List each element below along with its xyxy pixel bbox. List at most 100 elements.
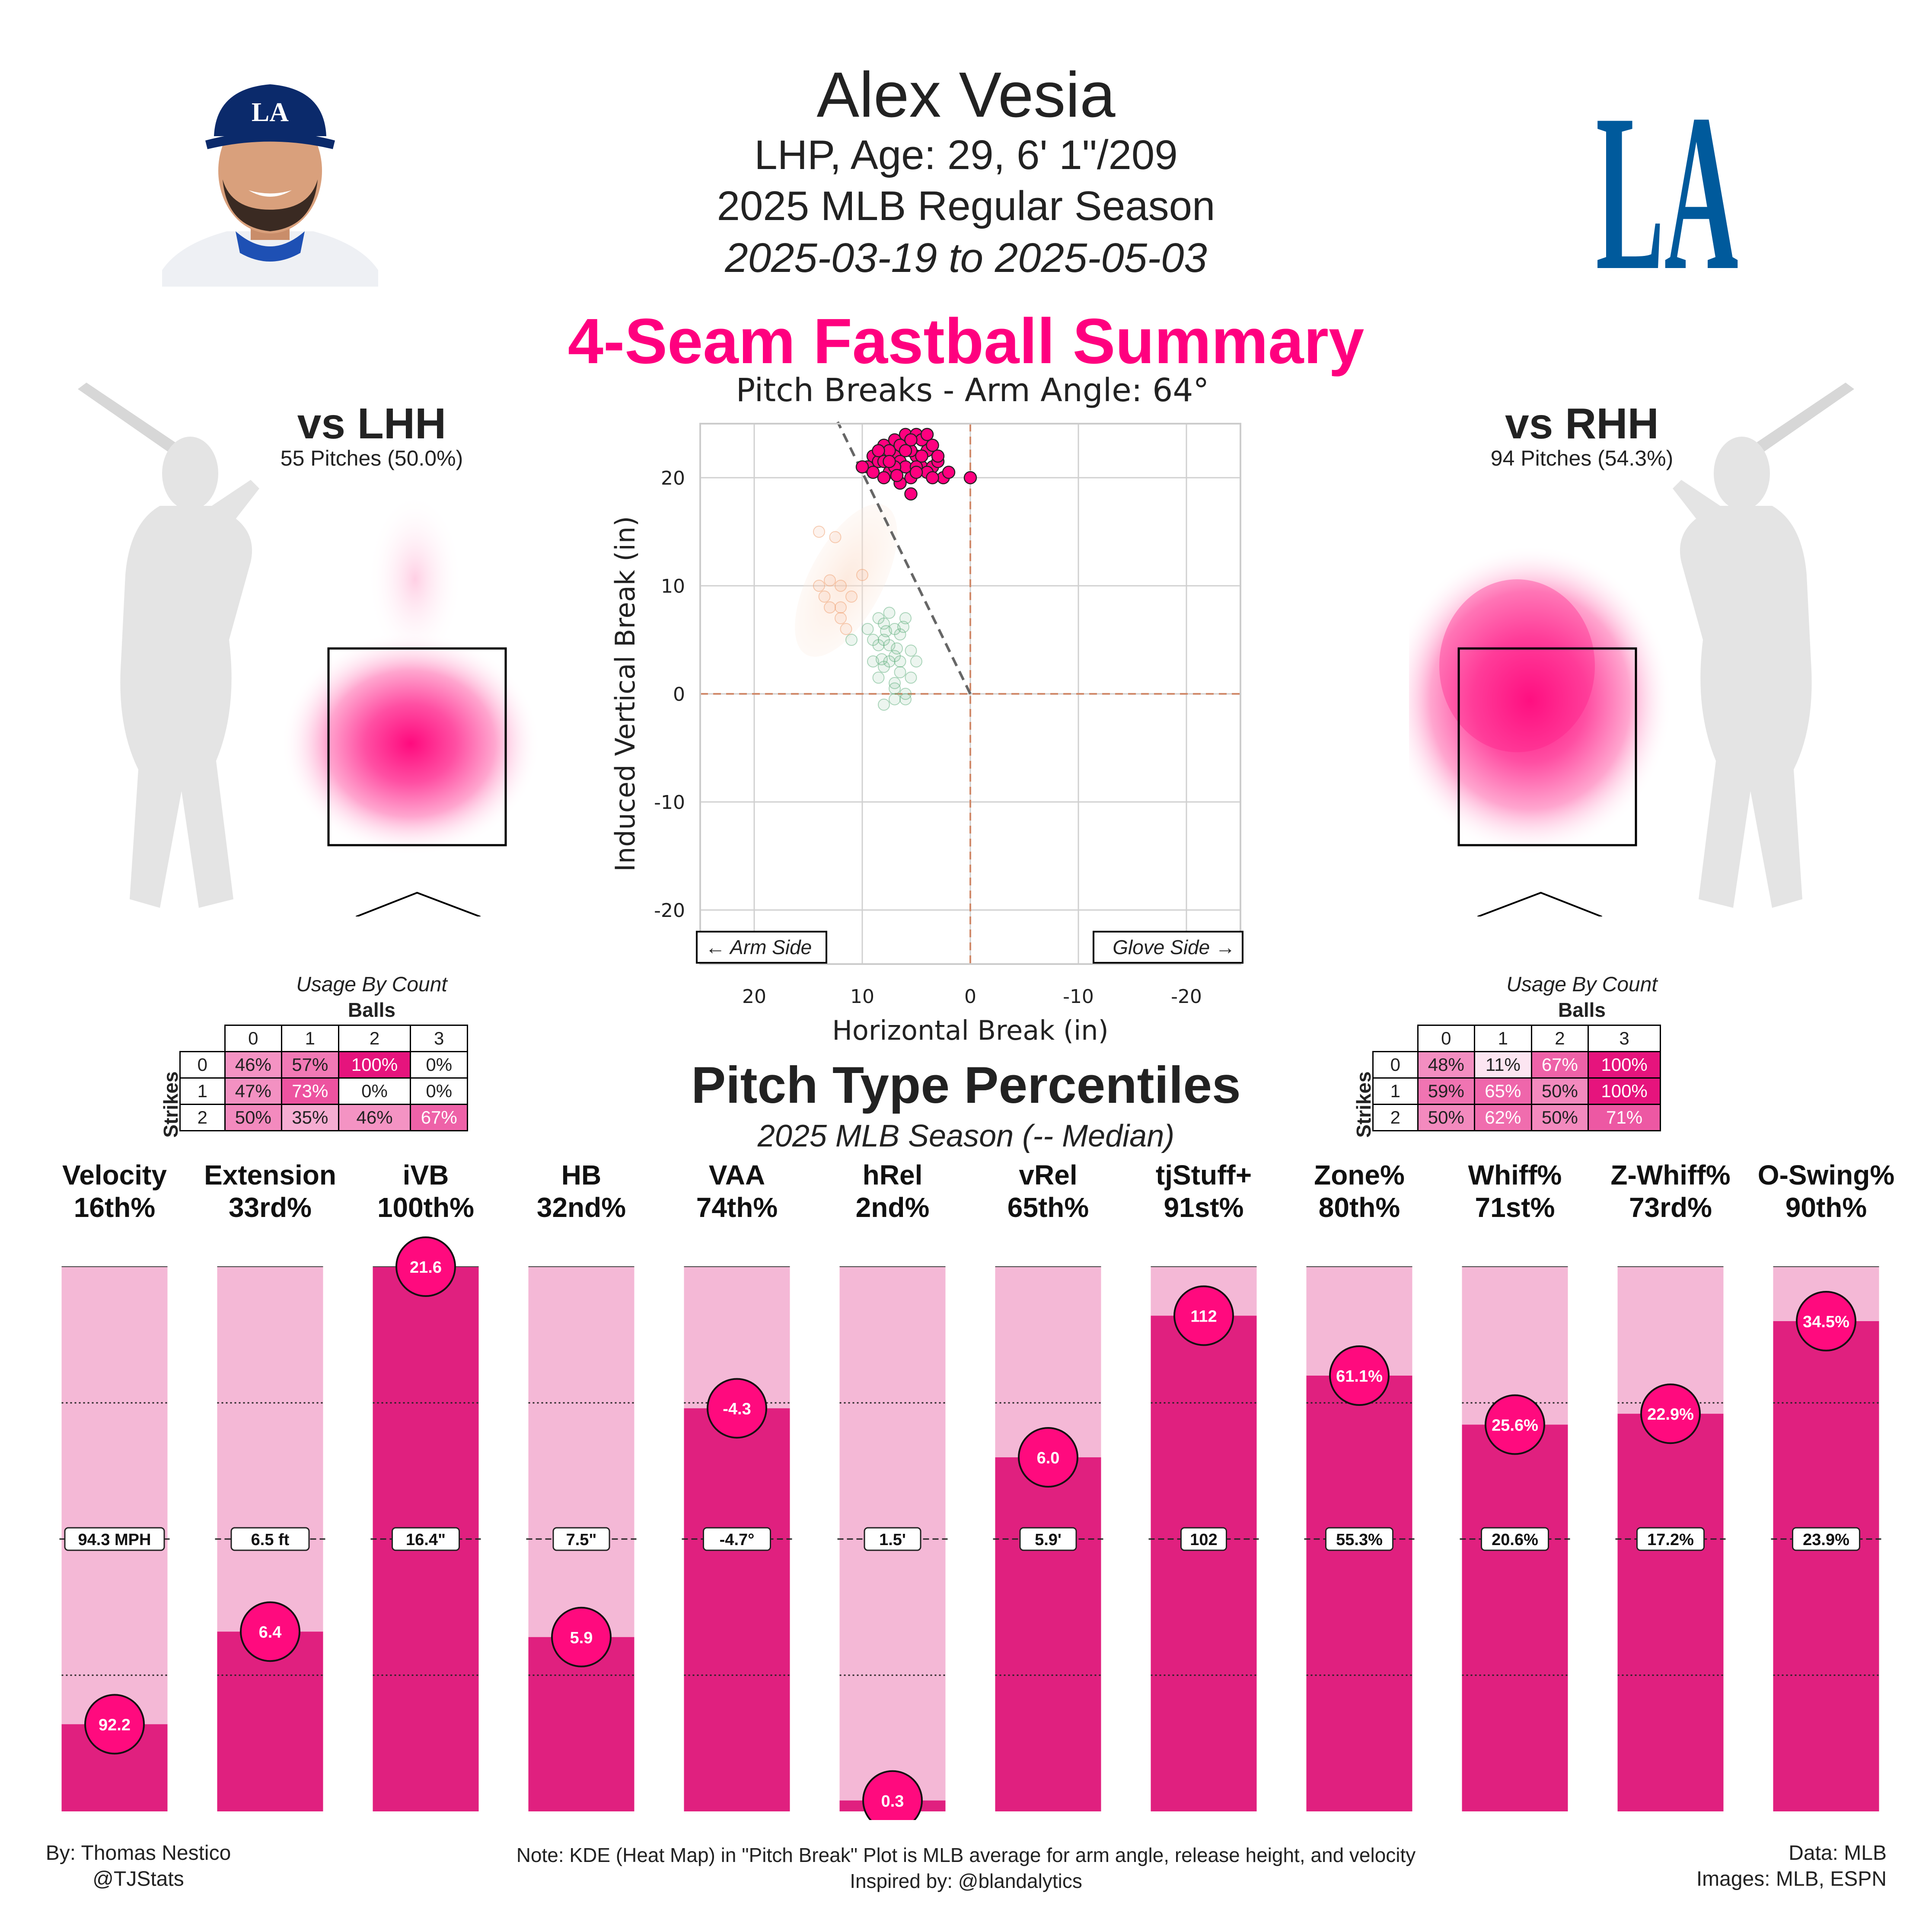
rhh-usage-cell: 65% <box>1474 1077 1532 1105</box>
metric-value: 112 <box>1190 1307 1217 1325</box>
metric-value: 25.6% <box>1492 1416 1538 1434</box>
metric-percentile-label: 65th% <box>1007 1192 1089 1223</box>
lhh-usage-cell: 35% <box>281 1104 339 1131</box>
lhh-usage-cell: 46% <box>338 1104 411 1131</box>
lhh-usage-cell: 67% <box>410 1104 468 1131</box>
team-logo: LA <box>1593 68 1742 317</box>
lhh-panel: vs LHH 55 Pitches (50.0%) Usage By Count… <box>69 380 609 1202</box>
footer-inspired: Inspired by: @blandalytics <box>850 1870 1082 1892</box>
metric-percentile-label: 91st% <box>1164 1192 1244 1223</box>
arm-side-box: ← Arm Side <box>696 931 827 964</box>
rhh-usage-title: Usage By Count <box>1506 973 1658 996</box>
rhh-usage-cell: 11% <box>1474 1051 1532 1079</box>
rhh-strike-count: 2 <box>1372 1104 1419 1131</box>
metric-name: HB <box>561 1159 601 1191</box>
metric-value: -4.3 <box>723 1400 751 1418</box>
metric-name: Zone% <box>1314 1159 1405 1191</box>
rhh-strike-count: 1 <box>1372 1077 1419 1105</box>
sweeper-point <box>872 612 885 624</box>
metric-value: 6.0 <box>1037 1449 1060 1467</box>
metric-value: 61.1% <box>1336 1367 1383 1386</box>
median-box <box>392 1527 460 1551</box>
fastball-point <box>909 466 923 479</box>
rhh-balls-label: Balls <box>1558 999 1606 1021</box>
median-value: 17.2% <box>1647 1531 1694 1549</box>
median-box <box>864 1527 921 1551</box>
lhh-usage-cell: 50% <box>224 1104 283 1131</box>
median-value: 1.5' <box>879 1531 906 1549</box>
sweeper-point <box>867 634 879 646</box>
metric-value: 5.9 <box>570 1629 593 1647</box>
sweeper-point <box>861 623 874 635</box>
metric-value-marker <box>1640 1383 1701 1444</box>
metric-value: 92.2 <box>99 1716 131 1734</box>
arm-side-label: ← Arm Side <box>705 936 812 958</box>
lhh-ball-count: 1 <box>281 1025 339 1052</box>
metric-percentile-label: 33rd% <box>229 1192 312 1223</box>
rhh-ball-count: 1 <box>1474 1025 1532 1052</box>
median-value: 5.9' <box>1035 1531 1062 1549</box>
percentiles-title: Pitch Type Percentiles <box>691 1056 1241 1114</box>
sweeper-point <box>883 607 896 619</box>
changeup-point <box>835 580 847 592</box>
metric-name: Z-Whiff% <box>1610 1159 1730 1191</box>
fastball-point <box>920 428 934 441</box>
sweeper-point <box>872 671 885 684</box>
median-box <box>703 1527 771 1551</box>
fastball-point <box>866 466 880 479</box>
metric-name: Whiff% <box>1468 1159 1562 1191</box>
sweeper-point <box>876 653 888 665</box>
median-value: 94.3 MPH <box>78 1531 151 1549</box>
median-box <box>1180 1527 1227 1551</box>
sweeper-point <box>905 671 917 684</box>
fastball-point <box>931 449 945 463</box>
sweeper-point <box>891 642 903 655</box>
metric-value-marker <box>862 1770 923 1820</box>
percentile-bar-fill <box>1151 1316 1257 1811</box>
rhh-usage-cell: 100% <box>1588 1077 1661 1105</box>
metric-percentile-label: 73rd% <box>1629 1192 1712 1223</box>
footer-handle: @TJStats <box>92 1868 184 1890</box>
percentile-bar-fill <box>684 1408 790 1811</box>
y-tick-label: -20 <box>654 900 685 922</box>
sweeper-point <box>845 634 858 646</box>
fastball-point <box>904 487 918 501</box>
rhh-usage-cell: 67% <box>1530 1051 1589 1079</box>
median-value: 16.4" <box>406 1531 446 1549</box>
metric-value-marker <box>1329 1345 1390 1406</box>
left-batter-silhouette-icon <box>78 383 259 908</box>
changeup-point <box>824 601 836 613</box>
median-box <box>1481 1527 1549 1551</box>
svg-text:LA: LA <box>252 98 289 127</box>
rhh-usage-cell: 50% <box>1530 1077 1589 1105</box>
footer-data-source: Data: MLB <box>1789 1842 1887 1865</box>
sweeper-point <box>897 621 909 633</box>
changeup-point <box>840 623 852 635</box>
rhh-title: vs RHH <box>1505 399 1659 448</box>
percentile-column: Zone%80th% 55.3% 61.1% <box>1304 1159 1415 1811</box>
lhh-usage-cell: 73% <box>281 1077 339 1105</box>
footer-author: By: Thomas Nestico <box>45 1842 231 1865</box>
right-batter-silhouette-icon <box>1673 383 1854 908</box>
percentile-bar-fill <box>995 1457 1101 1811</box>
rhh-usage-table: 0 1 2 3 0 48% 11% 67% 100% 1 59% 65% 50%… <box>1372 1025 1661 1131</box>
rhh-usage-cell: 50% <box>1417 1104 1476 1131</box>
fastball-point <box>855 460 869 474</box>
metric-value-marker <box>1796 1291 1856 1351</box>
metric-name: hRel <box>863 1159 923 1191</box>
sweeper-point <box>889 693 901 706</box>
metric-percentile-label: 74th% <box>696 1192 778 1223</box>
lhh-balls-label: Balls <box>348 999 395 1021</box>
metric-value-marker <box>707 1378 767 1439</box>
y-tick-label: -10 <box>654 792 685 814</box>
break-chart-xlabel: Horizontal Break (in) <box>832 1015 1109 1046</box>
lhh-usage-cell: 0% <box>410 1077 468 1105</box>
fastball-point <box>890 469 904 482</box>
metric-value: 6.4 <box>259 1623 282 1641</box>
lhh-usage-cell: 0% <box>410 1051 468 1079</box>
lhh-usage-cell: 47% <box>224 1077 283 1105</box>
metric-percentile-label: 100th% <box>377 1192 474 1223</box>
fastball-point <box>904 433 918 447</box>
